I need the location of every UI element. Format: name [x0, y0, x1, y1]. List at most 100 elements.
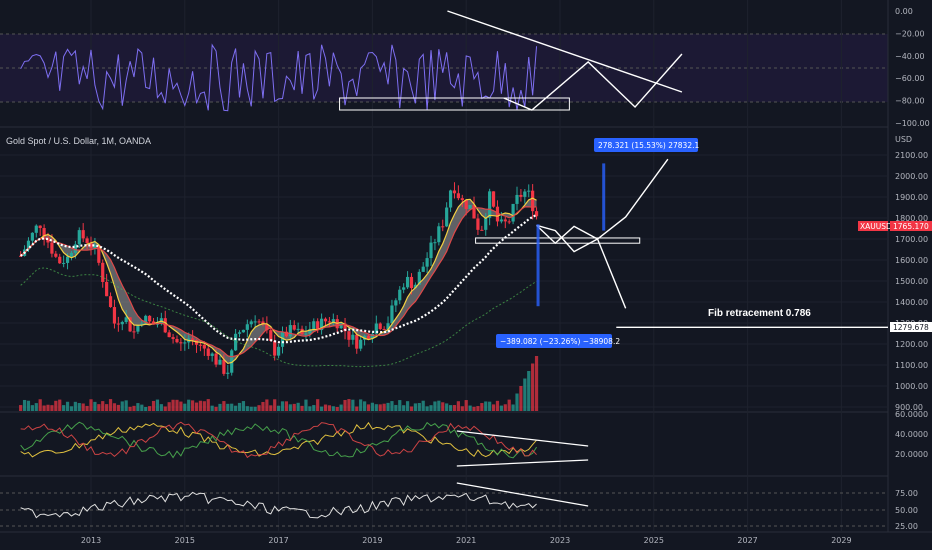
candle-body	[409, 276, 414, 289]
volume-bar	[89, 399, 93, 411]
candle-body	[101, 262, 105, 282]
price-tick-label: 1500.00	[895, 277, 928, 286]
measure-up-box[interactable]	[594, 138, 698, 152]
candle-body	[405, 276, 410, 288]
candle-body	[343, 323, 347, 332]
candle-body	[417, 271, 421, 285]
osc-trendline	[447, 10, 683, 93]
volume-bar	[351, 399, 355, 411]
volume-bar	[343, 400, 347, 411]
candle-body	[355, 334, 359, 349]
volume-bar	[30, 405, 34, 411]
volume-bar	[519, 386, 523, 411]
volume-bar	[210, 405, 214, 411]
volume-bar	[245, 406, 249, 411]
candle-body	[148, 315, 152, 322]
volume-bar	[292, 403, 296, 411]
candle-body	[507, 221, 511, 223]
candle-body	[491, 191, 496, 207]
volume-bar	[437, 400, 441, 411]
currency-label: USD	[895, 135, 912, 144]
candle-body	[179, 342, 183, 344]
volume-bar	[50, 405, 54, 411]
measure-down-box[interactable]	[496, 334, 612, 348]
price-tick-label: 1400.00	[895, 298, 928, 307]
volume-bar	[456, 401, 460, 411]
price-tick-label: 1200.00	[895, 340, 928, 349]
volume-bar	[155, 399, 160, 411]
volume-bar	[476, 406, 480, 411]
adx-trendline-lower	[456, 459, 589, 467]
volume-bar	[409, 406, 414, 411]
ma-ribbon	[20, 198, 537, 364]
volume-bar	[507, 399, 511, 411]
candle-body	[136, 325, 140, 332]
volume-bar	[81, 403, 85, 411]
candle-body	[85, 238, 89, 244]
candle-body	[370, 333, 374, 339]
candle-body	[378, 323, 382, 329]
volume-bar	[159, 404, 163, 411]
volume-bar	[183, 403, 187, 411]
rsi-series	[20, 491, 537, 519]
candle-body	[448, 190, 453, 208]
adx-line	[20, 421, 537, 458]
rsi-tick-label: 25.00	[895, 522, 918, 531]
long-ma-line	[20, 267, 537, 368]
candle-body	[128, 317, 132, 332]
volume-bar	[511, 404, 515, 411]
candle-body	[413, 284, 417, 289]
volume-bar	[163, 406, 167, 411]
candle-body	[62, 262, 66, 264]
candle-body	[116, 323, 120, 325]
volume-bar	[77, 403, 81, 411]
candle-body	[237, 332, 242, 334]
candle-body	[339, 323, 343, 329]
volume-bar	[202, 401, 206, 411]
volume-bar	[257, 405, 261, 411]
volume-bar	[488, 401, 492, 411]
volume-bar	[237, 402, 242, 411]
mid-ma-line	[20, 206, 537, 358]
volume-bar	[534, 356, 539, 411]
oscillator-tick-label: −80.00	[895, 97, 925, 106]
volume-bar	[19, 405, 23, 411]
volume-bar	[523, 378, 527, 411]
adx-line	[20, 421, 537, 459]
candle-body	[398, 289, 402, 301]
x-tick-label: 2017	[268, 536, 288, 545]
volume-bar	[249, 406, 253, 411]
oscillator-line	[20, 43, 538, 112]
candle-body	[65, 256, 70, 263]
candle-body	[38, 225, 42, 229]
candle-body	[218, 359, 222, 365]
candle-body	[167, 332, 171, 338]
x-tick-label: 2013	[81, 536, 101, 545]
volume-bar	[269, 405, 273, 411]
x-tick-label: 2019	[362, 536, 382, 545]
drawings[interactable]	[339, 10, 888, 507]
candle-body	[456, 193, 460, 199]
candle-body	[151, 321, 156, 325]
candle-body	[132, 331, 136, 333]
candle-body	[214, 353, 218, 365]
candle-body	[171, 337, 175, 339]
volume-bar	[132, 405, 136, 411]
last-price-label: 1765.170	[893, 222, 929, 231]
volume-bar	[38, 399, 42, 411]
candle-body	[421, 266, 425, 272]
candle-body	[284, 331, 289, 337]
candle-body	[441, 226, 445, 228]
candle-body	[366, 335, 371, 339]
candle-body	[515, 194, 519, 204]
candle-body	[58, 256, 62, 264]
candle-body	[97, 245, 101, 263]
candle-body	[488, 191, 492, 218]
projection-down-path	[536, 224, 627, 309]
adx-tick-label: 20.0000	[895, 450, 928, 459]
candle-body	[523, 191, 527, 197]
candle-body	[249, 321, 253, 325]
oscillator-tick-label: −100.00	[895, 119, 930, 128]
candle-body	[19, 255, 23, 257]
